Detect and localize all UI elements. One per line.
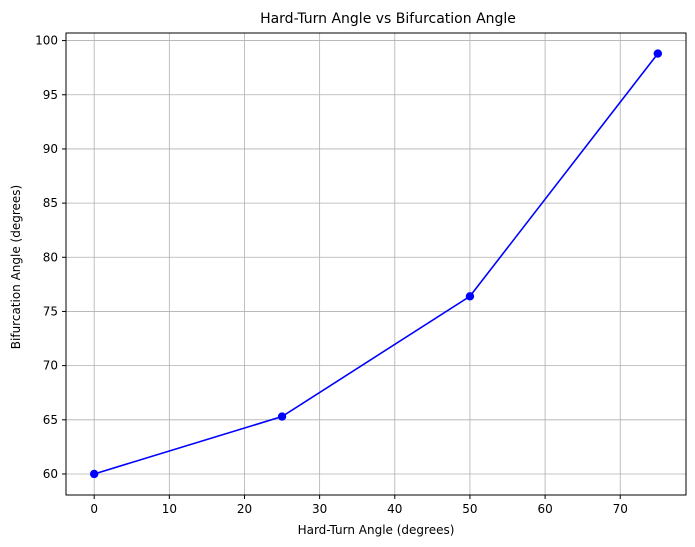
y-tick-label: 80 <box>43 250 58 264</box>
data-point <box>465 292 475 301</box>
x-tick-label: 70 <box>613 502 628 516</box>
x-tick-label: 10 <box>162 502 177 516</box>
y-tick-label: 75 <box>43 304 58 318</box>
y-tick-label: 95 <box>43 88 58 102</box>
y-axis: 60 65 70 75 80 85 90 95 100 <box>35 34 66 481</box>
x-tick-label: 40 <box>387 502 402 516</box>
x-tick-label: 20 <box>237 502 252 516</box>
y-tick-label: 85 <box>43 196 58 210</box>
x-tick-label: 0 <box>90 502 98 516</box>
chart-title: Hard-Turn Angle vs Bifurcation Angle <box>260 11 516 27</box>
x-axis-label: Hard-Turn Angle (degrees) <box>298 523 455 537</box>
data-series <box>89 49 663 479</box>
x-tick-label: 60 <box>537 502 552 516</box>
data-point <box>277 412 287 421</box>
y-tick-label: 60 <box>43 467 58 481</box>
data-point <box>653 49 663 58</box>
grid-lines <box>66 33 686 495</box>
y-tick-label: 100 <box>35 34 58 48</box>
y-tick-label: 70 <box>43 359 58 373</box>
y-tick-label: 65 <box>43 413 58 427</box>
x-tick-label: 50 <box>462 502 477 516</box>
x-tick-label: 30 <box>312 502 327 516</box>
data-point <box>89 469 99 479</box>
series-line <box>93 53 659 475</box>
y-tick-label: 90 <box>43 142 58 156</box>
plot-frame <box>65 32 687 496</box>
x-axis: 0 10 20 30 40 50 60 70 <box>90 495 628 516</box>
y-axis-label: Bifurcation Angle (degrees) <box>9 185 23 349</box>
